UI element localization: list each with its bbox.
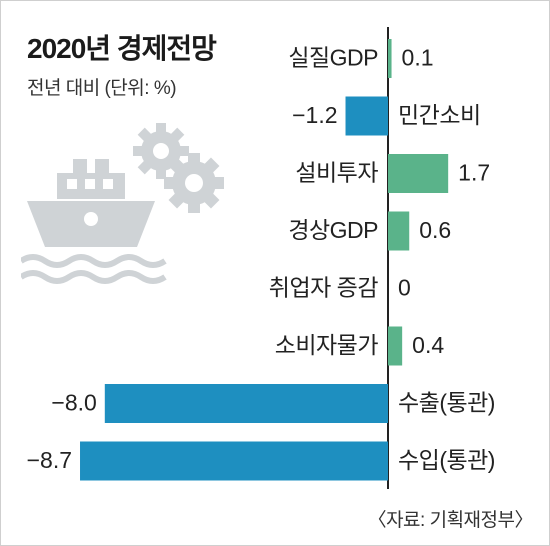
value-label-1: −1.2 <box>292 102 337 128</box>
value-label-2: 1.7 <box>458 160 490 186</box>
chart-subtitle: 전년 대비 (단위: %) <box>27 78 177 99</box>
value-label-3: 0.6 <box>419 217 451 243</box>
category-label-3: 경상GDP <box>288 217 378 243</box>
category-label-7: 수입(통관) <box>398 447 495 473</box>
economy-illustration <box>21 123 224 284</box>
category-label-1: 민간소비 <box>398 102 481 128</box>
bar-6 <box>104 384 389 423</box>
category-label-4: 취업자 증감 <box>269 275 379 301</box>
category-label-6: 수출(통관) <box>398 390 495 416</box>
source-note: 〈자료: 기획재정부〉 <box>367 510 534 531</box>
value-label-0: 0.1 <box>402 45 434 71</box>
wave-icon <box>21 254 167 284</box>
value-label-7: −8.7 <box>27 447 72 473</box>
value-label-4: 0 <box>398 275 411 301</box>
bar-5 <box>388 326 403 366</box>
bar-7 <box>80 441 389 481</box>
chart-title: 2020년 경제전망 <box>27 33 217 64</box>
value-label-5: 0.4 <box>412 332 444 358</box>
bar-3 <box>388 211 410 251</box>
category-label-0: 실질GDP <box>288 45 378 71</box>
bar-1 <box>345 96 388 136</box>
bar-2 <box>388 154 449 193</box>
value-label-6: −8.0 <box>51 390 96 416</box>
bar-0 <box>388 39 392 78</box>
ship-icon <box>27 159 155 247</box>
category-label-5: 소비자물가 <box>275 332 379 358</box>
category-label-2: 설비투자 <box>295 160 378 186</box>
